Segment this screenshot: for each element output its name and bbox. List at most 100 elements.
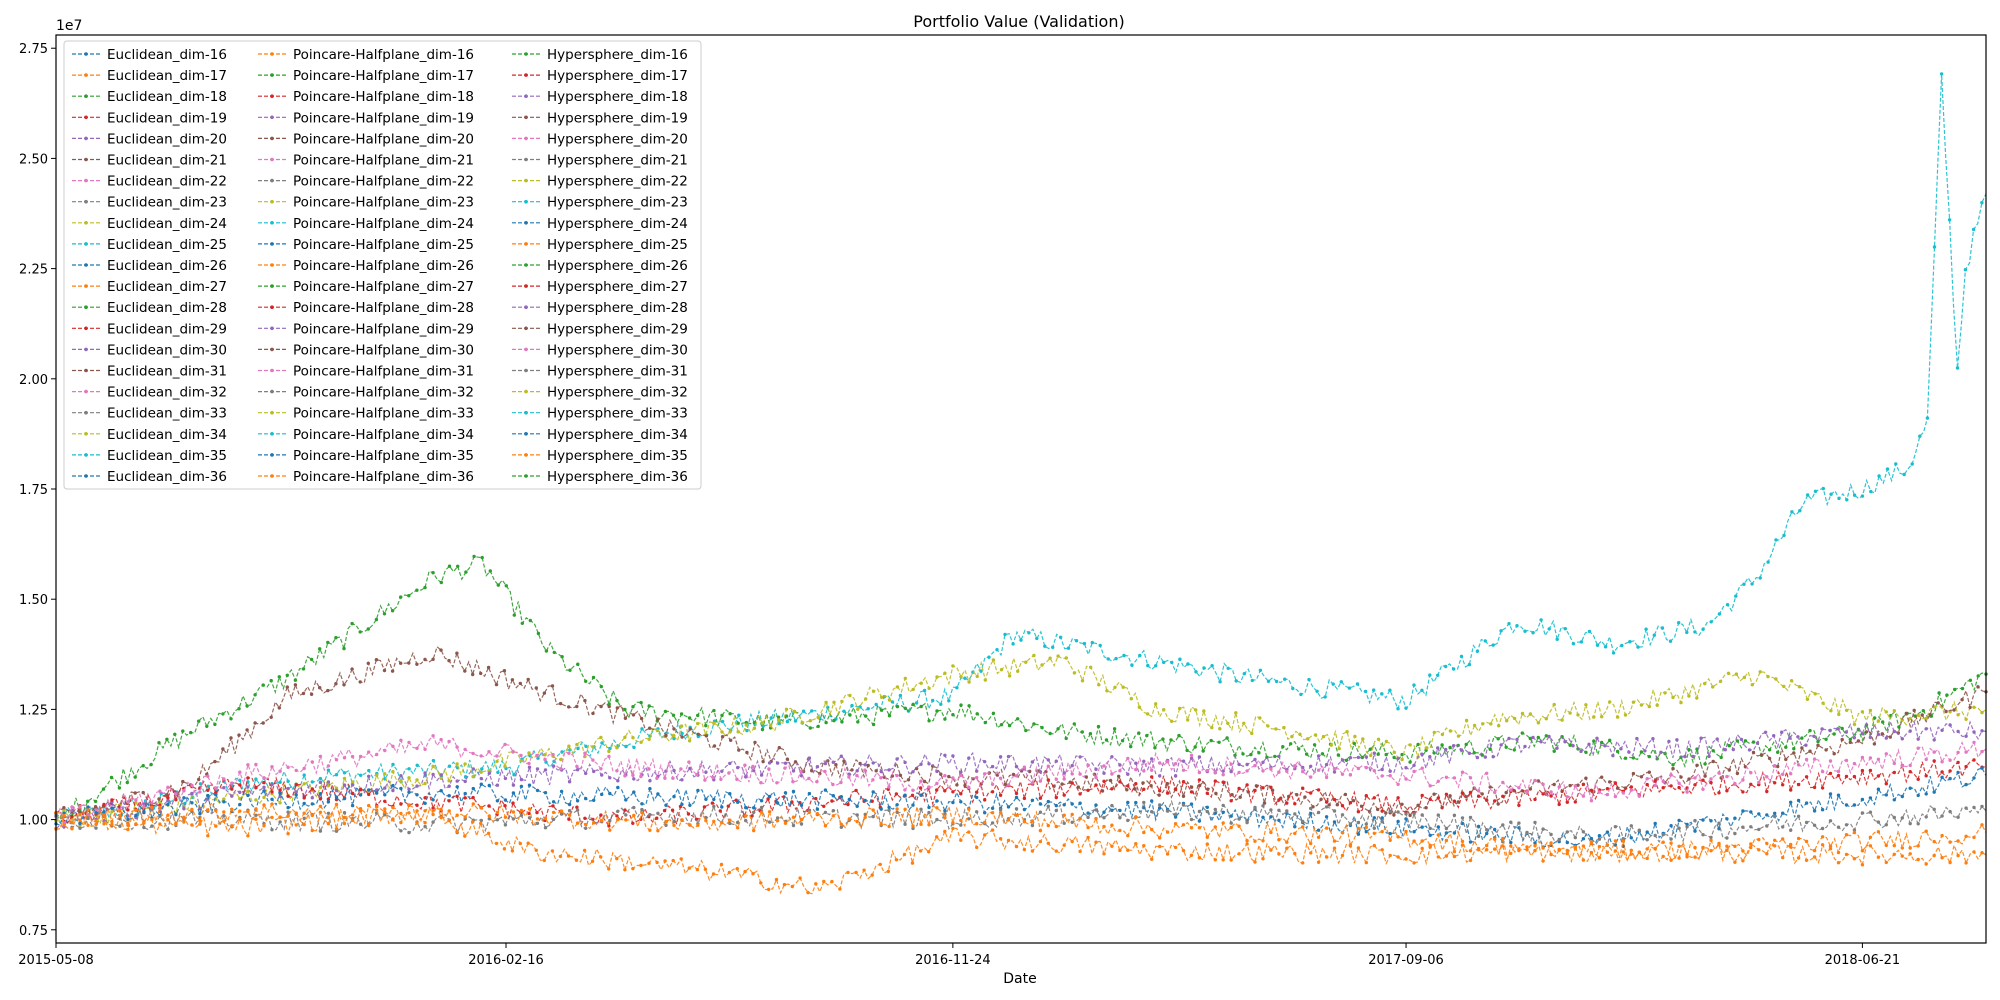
series-point — [1629, 824, 1634, 828]
series-point — [1197, 826, 1202, 830]
series-point — [1022, 796, 1027, 801]
series-point — [1964, 750, 1968, 754]
series-point — [1980, 201, 1984, 205]
series-point — [1840, 737, 1844, 742]
series-point — [1266, 724, 1270, 728]
series-point — [1782, 533, 1786, 538]
series-point — [326, 816, 331, 820]
series-point — [1110, 823, 1114, 827]
series-point — [799, 817, 804, 822]
series-point — [1290, 734, 1294, 739]
series-1 — [54, 554, 1988, 821]
series-point — [1261, 857, 1265, 861]
series-point — [1844, 730, 1849, 734]
series-point — [375, 752, 379, 757]
series-point — [1420, 839, 1424, 843]
series-point — [1141, 781, 1145, 785]
series-point — [1972, 850, 1976, 854]
series-point — [591, 745, 595, 749]
series-point — [1868, 835, 1873, 839]
series-point — [1677, 826, 1681, 830]
series-point — [1104, 738, 1109, 742]
series-point — [447, 809, 451, 813]
series-point — [544, 760, 548, 764]
series-point — [1749, 845, 1753, 850]
series-point — [1316, 768, 1321, 772]
series-point — [399, 779, 403, 783]
series-point — [246, 789, 250, 793]
series-point — [1956, 713, 1960, 717]
series-point — [431, 809, 435, 813]
series-point — [1902, 472, 1906, 477]
series-point — [503, 823, 508, 827]
legend-box — [63, 40, 702, 490]
series-point — [536, 756, 540, 760]
series-point — [1773, 844, 1777, 848]
series-point — [608, 791, 612, 796]
series-line — [55, 654, 1987, 827]
series-point — [1118, 848, 1122, 853]
series-point — [767, 794, 772, 799]
series-point — [1324, 855, 1329, 859]
legend-item: Euclidean_dim-29 — [72, 321, 227, 337]
series-point — [350, 791, 355, 796]
series-point — [1763, 730, 1768, 734]
series-point — [118, 824, 122, 828]
series-point — [1214, 791, 1218, 796]
series-point — [1869, 489, 1873, 494]
series-point — [801, 709, 806, 713]
series-point — [831, 814, 835, 818]
series-point — [1627, 750, 1631, 754]
series-point — [1014, 764, 1019, 769]
series-point — [1266, 679, 1271, 683]
series-point — [238, 817, 242, 821]
series-point — [1595, 736, 1599, 740]
series-point — [967, 817, 971, 821]
series-point — [407, 811, 411, 815]
series-point — [1306, 737, 1310, 741]
series-point — [1531, 735, 1535, 740]
x-tick-label: 2015-05-08 — [18, 953, 94, 968]
series-point — [1221, 780, 1225, 784]
series-point — [623, 735, 627, 739]
series-point — [1229, 814, 1233, 818]
series-point — [1623, 756, 1628, 760]
series-point — [1541, 792, 1545, 796]
series-point — [894, 858, 899, 862]
series-point — [799, 774, 804, 778]
series-point — [1749, 825, 1753, 829]
series-point — [447, 784, 451, 788]
series-point — [1460, 770, 1465, 774]
series-point — [1868, 708, 1873, 713]
series-point — [1876, 830, 1881, 834]
x-axis: 2015-05-08 2016-02-16 2016-11-24 2017-09-06… — [18, 943, 1900, 968]
series-point — [759, 773, 764, 777]
series-point — [1765, 824, 1769, 828]
series-point — [1623, 713, 1628, 717]
series-point — [536, 631, 541, 636]
series-point — [639, 774, 643, 779]
series-point — [472, 554, 476, 559]
series-point — [687, 760, 691, 764]
series-point — [743, 869, 747, 874]
series-point — [1515, 737, 1519, 742]
series-point — [1356, 755, 1361, 760]
series-point — [807, 776, 811, 781]
series-point — [318, 780, 323, 784]
series-point — [94, 822, 98, 827]
series-point — [1014, 791, 1019, 796]
series-point — [1916, 857, 1920, 862]
legend-swatch-marker — [84, 157, 88, 162]
series-point — [998, 810, 1003, 815]
series-point — [1968, 705, 1972, 710]
series-point — [1928, 713, 1932, 717]
series-point — [198, 822, 202, 826]
series-point — [998, 776, 1003, 780]
series-point — [671, 713, 676, 717]
series-point — [1571, 642, 1576, 646]
legend-label: Poincare-Halfplane_dim-23 — [293, 195, 474, 211]
series-point — [1229, 825, 1233, 830]
legend-item: Euclidean_dim-35 — [72, 448, 227, 464]
series-point — [798, 876, 802, 880]
series-point — [1749, 771, 1753, 775]
